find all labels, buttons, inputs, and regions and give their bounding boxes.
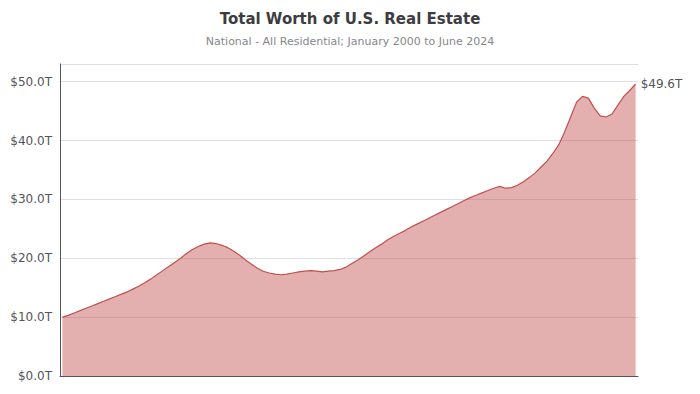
svg-text:$0.0T: $0.0T <box>18 369 53 383</box>
svg-text:$10.0T: $10.0T <box>10 310 52 324</box>
svg-text:$49.6T: $49.6T <box>641 77 683 91</box>
svg-text:Total Worth of U.S. Real Estat: Total Worth of U.S. Real Estate <box>220 10 481 28</box>
svg-text:National - All Residential; Ja: National - All Residential; January 2000… <box>206 35 494 48</box>
svg-text:$50.0T: $50.0T <box>10 75 52 89</box>
svg-text:$20.0T: $20.0T <box>10 251 52 265</box>
svg-text:$40.0T: $40.0T <box>10 134 52 148</box>
svg-text:$30.0T: $30.0T <box>10 192 52 206</box>
